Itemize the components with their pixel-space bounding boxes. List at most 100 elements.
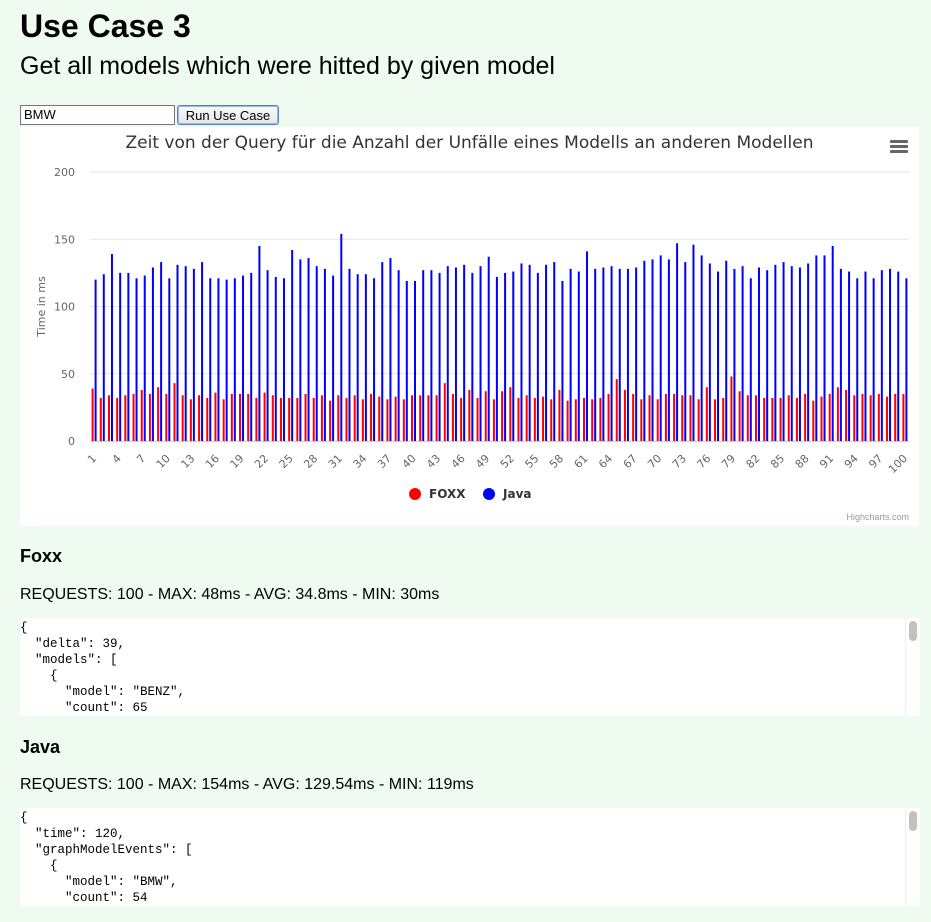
java-bar [741, 266, 744, 441]
x-tick-label: 28 [301, 452, 320, 471]
foxx-bar [484, 391, 487, 441]
java-bar [471, 272, 474, 441]
java-bar [119, 272, 122, 441]
foxx-bar [140, 389, 143, 441]
foxx-bar [394, 396, 397, 441]
foxx-bar [230, 393, 233, 441]
foxx-bar [91, 388, 94, 441]
java-bar [880, 270, 883, 441]
foxx-bar [443, 383, 446, 441]
model-input[interactable] [20, 105, 175, 125]
java-bar [487, 256, 490, 441]
foxx-bar [574, 399, 577, 441]
x-tick-label: 91 [817, 452, 836, 471]
java-bar [315, 266, 318, 441]
foxx-json-text: { "delta": 39, "models": [ { "model": "B… [20, 621, 186, 715]
foxx-bar [460, 397, 463, 441]
foxx-bar [288, 397, 291, 441]
y-tick-label: 50 [61, 368, 75, 381]
java-bar [168, 278, 171, 441]
foxx-bar [386, 399, 389, 441]
x-tick-label: 49 [473, 452, 492, 471]
java-bar [332, 275, 335, 441]
foxx-bar [771, 397, 774, 441]
java-bar [708, 263, 711, 441]
foxx-scroll-thumb[interactable] [909, 621, 917, 641]
java-bar [397, 270, 400, 441]
run-use-case-button[interactable]: Run Use Case [177, 105, 279, 125]
java-bar [749, 278, 752, 441]
x-tick-label: 10 [154, 452, 173, 471]
java-bar [299, 259, 302, 441]
foxx-bar [779, 397, 782, 441]
java-bar [110, 254, 113, 441]
java-json-output[interactable]: { "time": 120, "graphModelEvents": [ { "… [20, 808, 905, 906]
java-stats: REQUESTS: 100 - MAX: 154ms - AVG: 129.54… [20, 776, 474, 793]
java-bar [577, 271, 580, 441]
foxx-bar [894, 393, 897, 441]
foxx-bar [107, 395, 110, 441]
java-bar [757, 267, 760, 441]
java-bar [594, 268, 597, 441]
java-bar [454, 267, 457, 441]
java-bar [233, 278, 236, 441]
chart-menu-icon[interactable] [890, 140, 908, 154]
y-tick-label: 0 [68, 435, 75, 448]
java-bar [217, 278, 220, 441]
x-tick-label: 1 [85, 452, 99, 466]
java-bar [422, 270, 425, 441]
foxx-bar [476, 397, 479, 441]
java-bar [667, 259, 670, 441]
foxx-bar [165, 393, 168, 441]
foxx-bar [902, 393, 905, 441]
foxx-bar [353, 395, 356, 441]
java-bar [266, 270, 269, 441]
x-tick-label: 94 [842, 452, 861, 471]
x-tick-label: 22 [252, 452, 271, 471]
x-tick-label: 88 [793, 452, 812, 471]
foxx-bar [542, 396, 545, 441]
foxx-bar [648, 395, 651, 441]
foxx-bar [673, 393, 676, 441]
page-title: Use Case 3 [20, 8, 191, 44]
foxx-bar [255, 397, 258, 441]
foxx-legend-label: FOXX [429, 487, 466, 501]
x-tick-label: 7 [134, 452, 148, 466]
foxx-bar [697, 399, 700, 441]
x-tick-label: 79 [719, 452, 738, 471]
foxx-scrollbar[interactable] [905, 618, 920, 716]
foxx-json-output[interactable]: { "delta": 39, "models": [ { "model": "B… [20, 618, 905, 716]
foxx-bar [263, 392, 266, 441]
java-scrollbar[interactable] [905, 808, 920, 906]
java-bar [291, 250, 294, 441]
java-bar [905, 278, 908, 441]
java-bar [659, 255, 662, 441]
java-bar [495, 276, 498, 441]
java-bar [839, 268, 842, 441]
foxx-bar [664, 393, 667, 441]
foxx-bar [157, 387, 160, 441]
foxx-bar [869, 395, 872, 441]
java-bar [831, 245, 834, 441]
java-bar [258, 245, 261, 441]
x-tick-label: 82 [744, 452, 763, 471]
foxx-bar [804, 393, 807, 441]
java-bar [766, 270, 769, 441]
foxx-bar [550, 399, 553, 441]
foxx-bar [214, 392, 217, 441]
java-bar [184, 266, 187, 441]
foxx-bar [754, 395, 757, 441]
foxx-bar [501, 391, 504, 441]
x-tick-label: 37 [375, 452, 394, 471]
java-scroll-thumb[interactable] [909, 811, 917, 831]
java-bar [176, 264, 179, 441]
foxx-bar [582, 397, 585, 441]
java-bar [446, 266, 449, 441]
chart-title: Zeit von der Query für die Anzahl der Un… [125, 133, 814, 153]
foxx-bar [451, 393, 454, 441]
chart-credits[interactable]: Highcharts.com [846, 512, 909, 522]
foxx-bar [828, 393, 831, 441]
java-legend-marker [483, 488, 495, 500]
java-title: Java [20, 737, 61, 757]
java-bar [430, 270, 433, 441]
